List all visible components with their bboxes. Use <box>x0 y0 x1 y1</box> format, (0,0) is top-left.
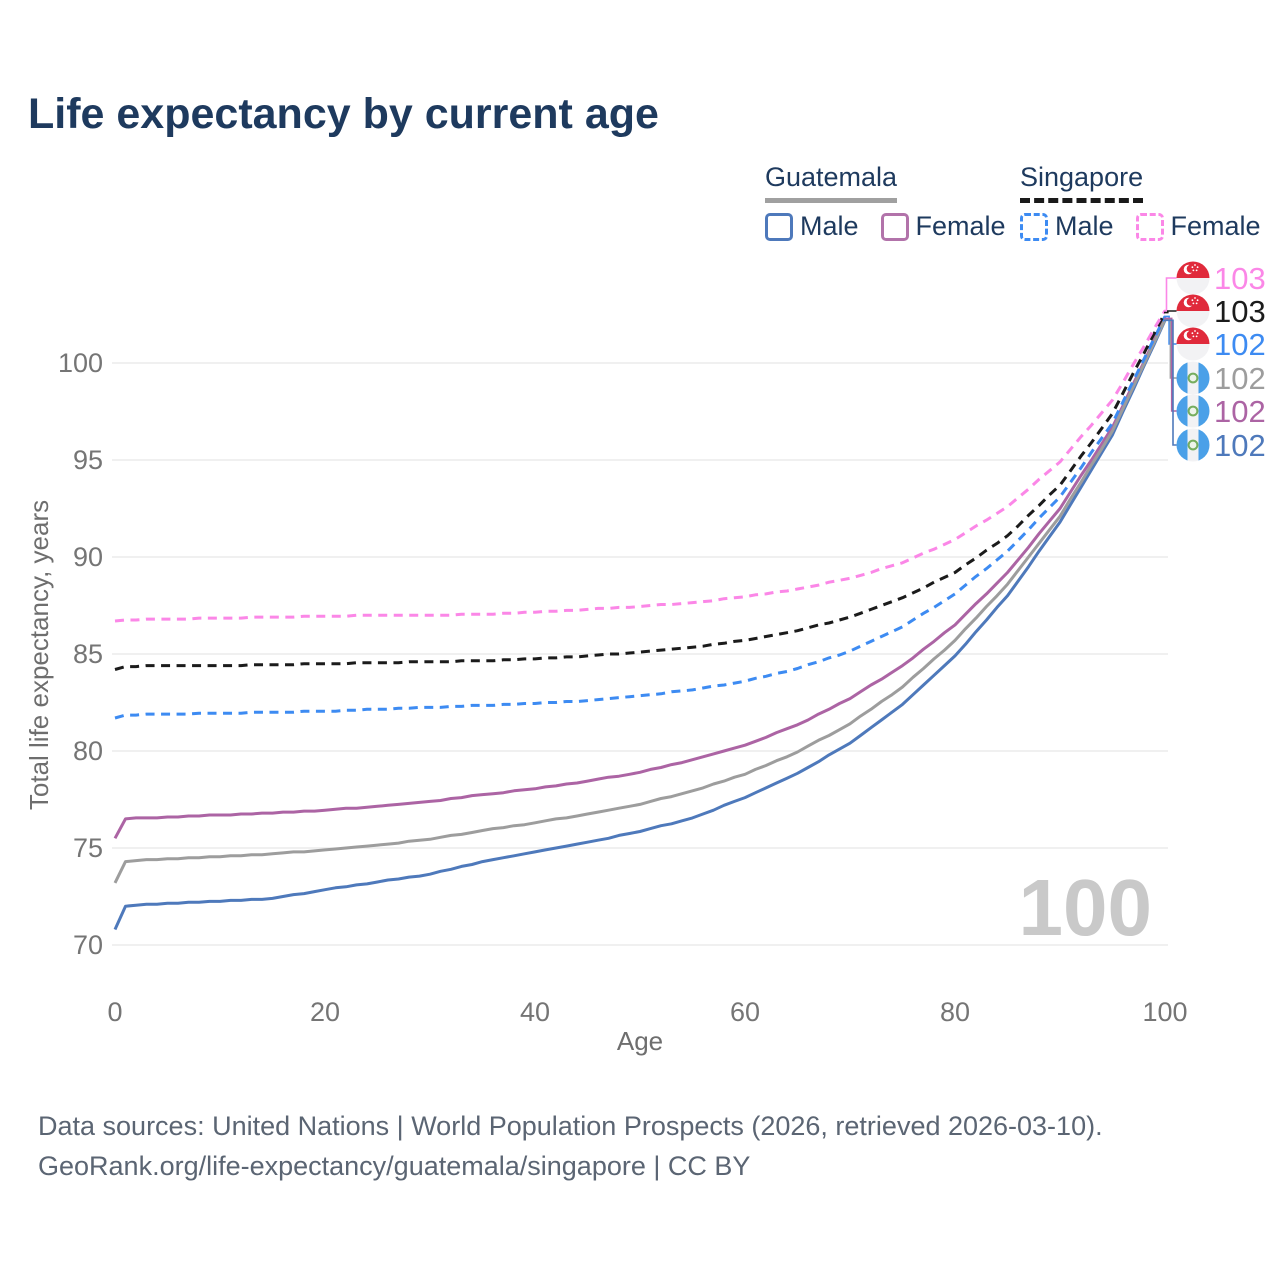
y-tick-label: 90 <box>73 542 103 572</box>
singapore-flag-icon <box>1176 327 1210 361</box>
y-tick-label: 80 <box>73 736 103 766</box>
x-tick-label: 20 <box>310 997 340 1027</box>
y-tick-label: 95 <box>73 445 103 475</box>
legend-item-guatemala-female[interactable]: Female <box>880 211 1006 242</box>
guatemala-female-swatch-icon <box>880 212 909 241</box>
legend-label-singapore-female: Female <box>1170 211 1261 241</box>
x-axis-title: Age <box>617 1026 663 1056</box>
line-singapore-male[interactable] <box>114 315 1167 720</box>
y-axis-tick-labels: 70 75 80 85 90 95 100 <box>58 348 103 960</box>
line-singapore-female[interactable] <box>114 309 1167 623</box>
page-title: Life expectancy by current age <box>28 90 659 138</box>
legend-items-singapore: Male Female <box>1020 211 1280 242</box>
y-tick-label: 100 <box>58 348 103 378</box>
x-tick-label: 0 <box>107 997 122 1027</box>
end-label-value-guatemala: 102 <box>1214 361 1266 396</box>
legend-label-guatemala-female: Female <box>915 211 1006 241</box>
leader-line-guatemala-male <box>1164 319 1177 446</box>
end-label-value-guatemala-female: 102 <box>1214 394 1266 429</box>
guatemala-male-swatch-icon <box>765 212 793 241</box>
y-tick-label: 70 <box>73 930 103 960</box>
legend-heading-guatemala[interactable]: Guatemala <box>765 162 898 203</box>
singapore-flag-icon <box>1176 294 1210 328</box>
legend-item-singapore-female[interactable]: Female <box>1135 211 1261 242</box>
footer: Data sources: United Nations | World Pop… <box>38 1106 1103 1186</box>
legend-item-guatemala-male[interactable]: Male <box>765 211 859 242</box>
x-axis-tick-labels: 0 20 40 60 80 100 <box>107 997 1187 1027</box>
footer-data-sources: Data sources: United Nations | World Pop… <box>38 1111 1103 1141</box>
line-singapore[interactable] <box>114 311 1167 671</box>
x-tick-label: 40 <box>520 997 550 1027</box>
singapore-female-swatch-icon <box>1135 212 1164 241</box>
gridlines <box>112 362 1168 946</box>
legend-heading-singapore[interactable]: Singapore <box>1020 162 1144 203</box>
x-tick-label: 60 <box>730 997 760 1027</box>
guatemala-flag-icon <box>1176 428 1210 462</box>
leader-line-guatemala <box>1164 318 1177 379</box>
x-tick-label: 100 <box>1142 997 1187 1027</box>
guatemala-flag-icon <box>1176 394 1210 428</box>
line-guatemala-male[interactable] <box>113 319 1167 931</box>
legend-items-guatemala: Male Female <box>765 211 1028 242</box>
line-guatemala[interactable] <box>113 318 1167 884</box>
legend-label-singapore-male: Male <box>1055 211 1114 241</box>
footer-attribution: GeoRank.org/life-expectancy/guatemala/si… <box>38 1151 751 1181</box>
leader-line-singapore <box>1164 310 1177 314</box>
singapore-male-swatch-icon <box>1020 212 1048 241</box>
end-label-value-singapore-female: 103 <box>1214 261 1266 296</box>
legend-item-singapore-male[interactable]: Male <box>1020 211 1114 242</box>
series-lines <box>113 309 1167 931</box>
end-label-value-guatemala-male: 102 <box>1214 428 1266 463</box>
legend-group-guatemala: Guatemala Male Female <box>765 162 1028 242</box>
leader-line-singapore-female <box>1164 277 1177 312</box>
line-guatemala-female[interactable] <box>113 317 1167 840</box>
end-label-value-singapore: 103 <box>1214 294 1266 329</box>
legend-group-singapore: Singapore Male Female <box>1020 162 1280 242</box>
y-tick-label: 75 <box>73 833 103 863</box>
y-axis-title: Total life expectancy, years <box>24 500 54 810</box>
y-tick-label: 85 <box>73 639 103 669</box>
end-label-value-singapore-male: 102 <box>1214 327 1266 362</box>
leader-line-guatemala-female <box>1164 317 1177 412</box>
legend-label-guatemala-male: Male <box>800 211 859 241</box>
x-tick-label: 80 <box>940 997 970 1027</box>
current-age-watermark: 100 <box>1018 863 1152 952</box>
singapore-flag-icon <box>1176 261 1210 295</box>
guatemala-flag-icon <box>1176 361 1210 395</box>
